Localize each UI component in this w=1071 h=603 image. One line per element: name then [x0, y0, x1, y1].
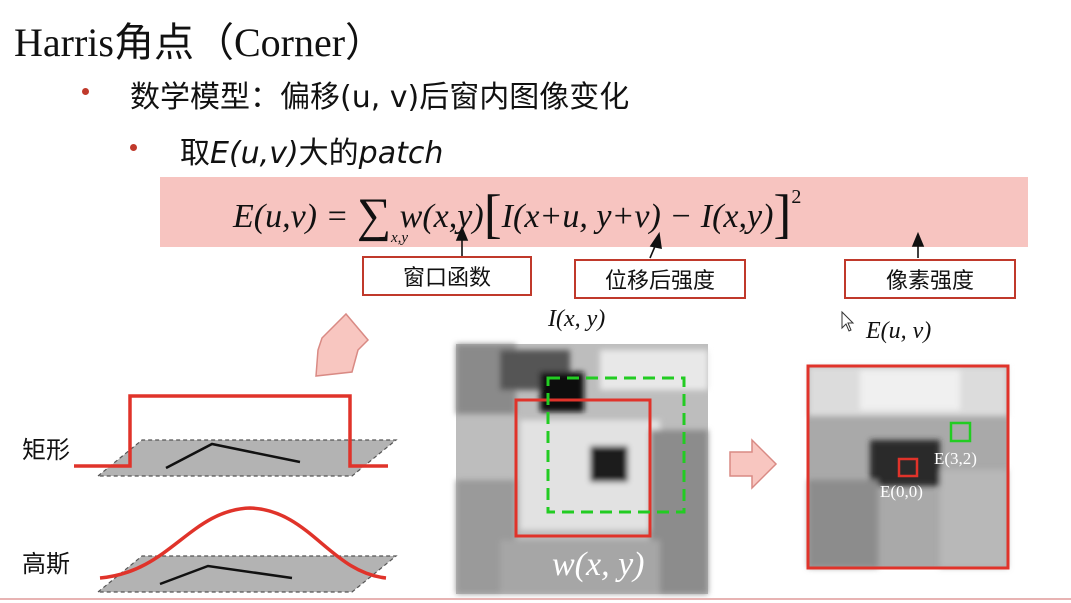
energy-map-label: E(u, v): [866, 318, 932, 344]
energy-map-border: [806, 364, 1010, 570]
gauss-plane-edge: [159, 564, 293, 586]
bullet-prefix: 取: [180, 136, 210, 171]
window-function-label: w(x, y): [552, 546, 645, 583]
bullet-em-energy: E(u,v): [210, 136, 299, 171]
slide-title: Harris角点（Corner）: [14, 20, 386, 65]
e32-label: E(3,2): [934, 449, 977, 468]
formula-sigma-sub: x,y: [391, 230, 409, 246]
gauss-plane: [96, 555, 398, 593]
gauss-window-curve: [99, 506, 387, 580]
mouse-cursor-icon: [841, 310, 855, 332]
patch-shade: [600, 350, 708, 390]
rect-plane: [96, 439, 398, 477]
energy-shade: [940, 470, 1008, 568]
formula-right-bracket: ]: [773, 184, 792, 244]
formula-sigma: ∑: [356, 189, 392, 242]
rect-plane-edge: [165, 442, 301, 470]
formula-background: [160, 177, 1028, 247]
energy-shade: [860, 370, 960, 410]
right-arrow: [729, 438, 778, 490]
patch-image: [456, 344, 708, 594]
bullet-text: 数学模型：偏移(u, v)后窗内图像变化: [130, 80, 630, 115]
e32-marker: [949, 421, 972, 443]
arrowhead-window-fn: [455, 225, 469, 241]
label-gaussian: 高斯: [22, 550, 70, 578]
bullet-mid: 大的: [298, 136, 359, 171]
gauss-window-plot: [96, 506, 398, 593]
e00-marker: [897, 457, 919, 478]
e00-label: E(0,0): [880, 482, 923, 501]
bullet-dot: [82, 88, 89, 95]
bullet-take-patch: 取E(u,v)大的patch: [130, 128, 444, 172]
label-pixel-intensity: 像素强度: [844, 259, 1016, 299]
down-left-arrow: [315, 312, 370, 377]
rect-window-curve: [74, 394, 388, 468]
bullet-math-model: 数学模型：偏移(u, v)后窗内图像变化: [82, 72, 630, 116]
label-shifted-intensity: 位移后强度: [574, 259, 746, 299]
rect-window-plot: [74, 394, 398, 477]
formula-left-bracket: [: [483, 184, 502, 244]
harris-formula: E(u,v) = ∑ x,y w(x,y)[I(x+u, y+v) − I(x,…: [233, 178, 802, 246]
bullet-dot: [130, 144, 137, 151]
formula-lhs: E(u,v) =: [233, 198, 349, 235]
formula-inner: I(x+u, y+v) − I(x,y): [501, 198, 774, 235]
energy-shade: [808, 480, 878, 568]
label-rectangular: 矩形: [22, 436, 70, 464]
bullet-em-patch: patch: [358, 136, 444, 171]
window-shifted-box: [546, 376, 686, 514]
formula-power: 2: [791, 186, 802, 208]
window-solid-box: [514, 398, 652, 538]
arrowhead-shifted: [649, 231, 662, 250]
formula-window-term: w(x,y): [399, 198, 484, 235]
footer-divider: [0, 598, 1071, 600]
energy-map: [806, 364, 1010, 570]
image-intensity-label: I(x, y): [548, 306, 606, 332]
energy-min-region: [870, 440, 940, 486]
arrowhead-pixel: [911, 231, 925, 247]
patch-shade: [500, 540, 660, 594]
patch-center-blob: [590, 446, 628, 482]
label-window-function: 窗口函数: [362, 256, 532, 296]
